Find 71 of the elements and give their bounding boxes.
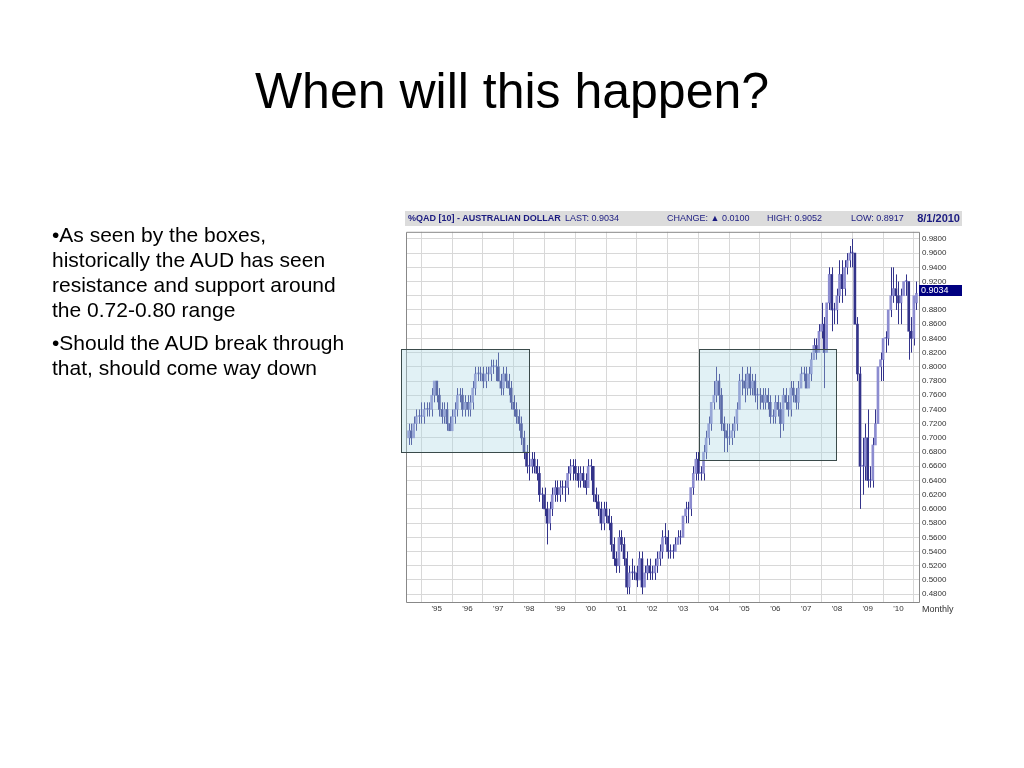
x-tick-label: '00 <box>585 604 597 613</box>
x-tick-label: '10 <box>893 604 905 613</box>
y-tick-label: 0.9400 <box>922 262 948 272</box>
text: CHANGE: ▲ 0.0100 <box>667 213 750 223</box>
y-tick-label: 0.6200 <box>922 489 948 499</box>
y-tick-label: 0.8400 <box>922 333 948 343</box>
x-tick-label: '02 <box>647 604 658 613</box>
y-tick-label: 0.8600 <box>922 319 948 329</box>
x-tick-label: '07 <box>800 604 812 613</box>
y-tick-label: 0.5000 <box>922 575 948 585</box>
x-tick-label: '98 <box>523 604 535 613</box>
candlestick <box>866 408 870 489</box>
candlestick <box>684 501 687 524</box>
x-tick-label: '06 <box>770 604 782 613</box>
candlestick <box>815 337 818 361</box>
candlestick <box>579 465 582 489</box>
y-tick-label: 0.9600 <box>922 248 948 258</box>
y-tick-label: 0.8000 <box>922 362 948 372</box>
y-tick-label: 0.6600 <box>922 461 948 471</box>
y-tick-label: 0.5400 <box>922 546 948 556</box>
candlestick <box>484 366 487 389</box>
y-tick-label: 0.7000 <box>922 433 948 443</box>
candlestick <box>556 480 559 503</box>
text: 0.9034 <box>919 285 962 296</box>
y-tick-label: 0.9200 <box>922 276 948 286</box>
candlestick <box>407 423 410 446</box>
chart-subtitle: %QAD [10] - AUSTRALIAN DOLLAR <box>408 213 561 223</box>
x-tick-label: '03 <box>677 604 689 613</box>
x-tick-label: '08 <box>831 604 843 613</box>
candlestick <box>502 366 505 396</box>
x-tick-label: '95 <box>431 604 443 613</box>
y-tick-label: 0.8200 <box>922 347 948 357</box>
text: HIGH: 0.9052 <box>767 213 823 223</box>
candlestick <box>774 394 777 425</box>
y-tick-label: 0.6800 <box>922 447 948 457</box>
y-tick-label: 0.7400 <box>922 404 948 414</box>
y-tick-label: 0.5600 <box>922 532 948 542</box>
y-tick-label: 0.4800 <box>922 589 948 599</box>
x-tick-label: '97 <box>493 604 505 613</box>
text: LAST: 0.9034 <box>565 213 620 223</box>
text: 8/1/2010 <box>917 212 960 224</box>
candlestick <box>748 366 752 396</box>
y-tick-label: 0.6000 <box>922 504 948 514</box>
x-tick-label: '09 <box>862 604 874 613</box>
y-tick-label: 0.6400 <box>922 475 948 485</box>
y-tick-label: 0.7600 <box>922 390 948 400</box>
candlestick <box>443 401 446 425</box>
candlestick <box>489 359 492 382</box>
candlestick <box>789 380 793 418</box>
candlestick <box>420 401 423 425</box>
y-tick-label: 0.8800 <box>922 305 948 315</box>
candlestick <box>461 387 464 418</box>
candlestick <box>697 451 700 481</box>
y-tick-label: 0.5800 <box>922 518 948 528</box>
x-tick-label: '01 <box>616 604 628 613</box>
x-axis-title: Monthly <box>922 604 955 615</box>
candlestick <box>466 394 469 418</box>
x-tick-label: '05 <box>739 604 751 613</box>
text: •Should the AUD break through that, should come way down <box>52 330 346 380</box>
x-tick-label: '04 <box>708 604 720 613</box>
x-tick-label: '99 <box>554 604 566 613</box>
text: •As seen by the boxes, historically the AUD has seen resistance and support around the 0.72-0.80 range <box>52 222 337 322</box>
y-tick-label: 0.5200 <box>922 560 948 570</box>
text: LOW: 0.8917 <box>851 213 904 223</box>
x-tick-label: '96 <box>462 604 474 613</box>
chart-title: When will this happen? <box>253 62 771 120</box>
y-tick-label: 0.7200 <box>922 418 948 428</box>
y-tick-label: 0.9800 <box>922 234 948 244</box>
candlestick <box>602 501 605 531</box>
y-tick-label: 0.7800 <box>922 376 948 386</box>
candlestick <box>761 387 764 410</box>
